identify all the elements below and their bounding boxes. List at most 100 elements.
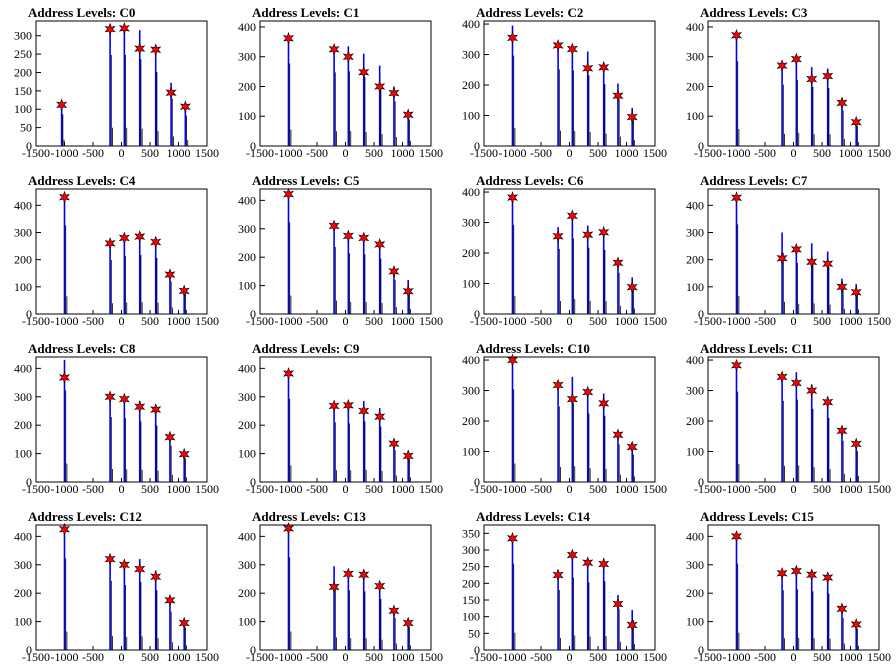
x-tick-label: 0 [343, 482, 349, 496]
star-marker-icon [402, 616, 414, 630]
y-tick-label: 250 [462, 560, 480, 574]
x-tick-label: 1500 [643, 314, 667, 328]
star-marker-icon [612, 428, 624, 442]
plot-frame [707, 20, 880, 147]
plot-frame [35, 188, 208, 315]
histogram-bar [781, 570, 783, 650]
x-tick-label: 1500 [867, 482, 891, 496]
y-tick-label: 0 [26, 307, 32, 321]
x-tick-label: -1500 [22, 146, 50, 160]
chart-title: Address Levels: C5 [252, 173, 360, 188]
x-tick-label: 1000 [839, 314, 863, 328]
y-tick-label: 0 [474, 475, 480, 489]
star-marker-icon [342, 50, 354, 64]
star-marker-icon [552, 229, 564, 243]
star-marker-icon [165, 86, 177, 100]
x-tick-label: -500 [306, 314, 328, 328]
histogram-bar [169, 433, 171, 482]
histogram-bar [362, 401, 365, 482]
y-tick-label: 250 [14, 47, 32, 61]
x-tick-label: 0 [119, 314, 125, 328]
star-marker-icon [776, 251, 788, 265]
histogram-panel: 0 100 200 300 400 -1500 -1000 -500 0 500 1000 1500 A… [224, 336, 448, 504]
histogram-panel: 0 100 200 300 400 -1500 -1000 -500 0 500 1000 1500 A… [672, 0, 896, 168]
x-tick-label: -500 [306, 146, 328, 160]
y-tick-label: 0 [698, 307, 704, 321]
star-marker-icon [552, 568, 564, 582]
star-marker-icon [612, 256, 624, 270]
star-marker-icon [178, 447, 190, 461]
star-marker-icon [328, 580, 340, 594]
star-marker-icon [850, 437, 862, 451]
x-tick-label: 1500 [195, 650, 219, 664]
y-tick-label: 300 [14, 29, 32, 43]
y-tick-label: 150 [14, 84, 32, 98]
histogram-bar [333, 402, 335, 482]
star-marker-icon [402, 449, 414, 463]
x-tick-label: 0 [119, 650, 125, 664]
star-marker-icon [402, 108, 414, 122]
histogram-bar [109, 557, 111, 650]
histogram-bar [63, 527, 66, 650]
star-marker-icon [822, 69, 834, 83]
x-tick-label: 1000 [167, 314, 191, 328]
histogram-bar [511, 25, 514, 146]
star-marker-icon [358, 231, 370, 245]
x-tick-label: 1000 [167, 482, 191, 496]
x-tick-label: 1000 [839, 146, 863, 160]
star-marker-icon [806, 384, 818, 397]
x-tick-label: -1000 [51, 482, 79, 496]
histogram-bar [511, 535, 514, 650]
star-marker-icon [836, 96, 848, 110]
histogram-bar [557, 43, 559, 146]
y-tick-label: 100 [686, 280, 704, 294]
x-tick-label: -1000 [275, 146, 303, 160]
chart-title: Address Levels: C3 [700, 5, 808, 20]
chart-title: Address Levels: C6 [476, 173, 584, 188]
histogram-bar [586, 51, 589, 146]
y-tick-label: 100 [14, 615, 32, 629]
histogram-panel: 0 50 100 150 200 250 300 -1500 -1000 -500 0 500 1000… [0, 0, 224, 168]
star-marker-icon [118, 231, 130, 245]
chart-title: Address Levels: C8 [28, 341, 136, 356]
histogram-bar [855, 440, 857, 482]
x-tick-label: -500 [754, 314, 776, 328]
histogram-bar [571, 376, 574, 482]
histogram-panel: 0 100 200 300 400 -1500 -1000 -500 0 500 1000 1500 A… [0, 504, 224, 672]
y-tick-label: 150 [462, 593, 480, 607]
y-tick-label: 200 [462, 576, 480, 590]
star-marker-icon [179, 100, 191, 114]
histogram-bar [810, 243, 813, 314]
star-marker-icon [506, 353, 519, 367]
star-marker-icon [626, 618, 638, 632]
histogram-bar [333, 566, 335, 650]
star-marker-icon [612, 89, 624, 103]
histogram-bar [347, 233, 350, 314]
histogram-bar [841, 278, 843, 314]
star-marker-icon [134, 562, 146, 576]
x-tick-label: -1000 [51, 146, 79, 160]
histogram-bar [617, 259, 619, 314]
x-tick-label: -500 [82, 146, 104, 160]
x-tick-label: 500 [589, 146, 607, 160]
x-tick-label: 500 [141, 650, 159, 664]
star-marker-icon [328, 399, 340, 413]
star-marker-icon [58, 190, 71, 204]
star-marker-icon [164, 593, 176, 607]
star-marker-icon [118, 558, 130, 572]
chart-title: Address Levels: C4 [28, 173, 136, 188]
histogram-bar [109, 24, 111, 147]
plot-frame [35, 524, 208, 651]
x-tick-label: 0 [567, 482, 573, 496]
x-tick-label: 1500 [419, 314, 443, 328]
star-marker-icon [822, 571, 834, 584]
histogram-bar [287, 371, 290, 482]
y-tick-label: 400 [462, 353, 480, 367]
histogram-panel: 0 100 200 300 400 -1500 -1000 -500 0 500 1000 1500 A… [224, 168, 448, 336]
star-marker-icon [134, 400, 146, 414]
y-tick-label: 300 [238, 50, 256, 64]
y-tick-label: 200 [686, 253, 704, 267]
star-marker-icon [598, 225, 610, 239]
star-marker-icon [582, 556, 594, 570]
